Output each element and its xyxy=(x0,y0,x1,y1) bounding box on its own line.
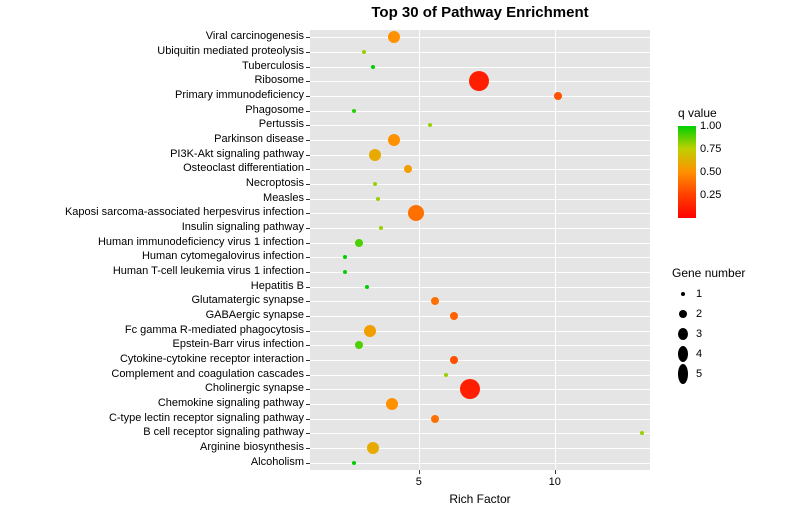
data-point xyxy=(428,123,432,127)
data-point xyxy=(352,461,356,465)
data-point xyxy=(369,149,381,161)
y-category-label: Arginine biosynthesis xyxy=(200,441,304,453)
data-point xyxy=(408,205,424,221)
size-legend-label: 5 xyxy=(696,368,702,380)
color-legend: q value 0.250.500.751.00 xyxy=(678,106,717,124)
y-category-label: Human T-cell leukemia virus 1 infection xyxy=(113,265,304,277)
colorbar-tick-label: 0.50 xyxy=(700,166,721,178)
data-point xyxy=(450,312,458,320)
figure: Top 30 of Pathway Enrichment Viral carci… xyxy=(0,0,792,510)
y-category-label: Insulin signaling pathway xyxy=(182,221,304,233)
y-category-label: Measles xyxy=(263,192,304,204)
size-legend-item: 5 xyxy=(672,364,745,384)
y-category-label: Pertussis xyxy=(259,118,304,130)
data-point xyxy=(444,373,448,377)
colorbar-tick-label: 0.25 xyxy=(700,189,721,201)
data-point xyxy=(343,270,347,274)
y-category-label: GABAergic synapse xyxy=(206,309,304,321)
data-point xyxy=(554,92,562,100)
size-legend-label: 3 xyxy=(696,328,702,340)
data-point xyxy=(371,65,375,69)
x-axis-title: Rich Factor xyxy=(310,492,650,506)
y-category-label: Necroptosis xyxy=(246,177,304,189)
y-category-label: Complement and coagulation cascades xyxy=(111,368,304,380)
y-category-label: Tuberculosis xyxy=(242,60,304,72)
y-category-label: B cell receptor signaling pathway xyxy=(143,426,304,438)
data-point xyxy=(450,356,458,364)
y-category-label: Fc gamma R-mediated phagocytosis xyxy=(125,324,304,336)
y-category-label: Ubiquitin mediated proteolysis xyxy=(157,45,304,57)
data-point xyxy=(376,197,380,201)
data-point xyxy=(355,341,363,349)
data-point xyxy=(367,442,379,454)
y-category-label: Hepatitis B xyxy=(251,280,304,292)
data-point xyxy=(431,415,439,423)
chart-title: Top 30 of Pathway Enrichment xyxy=(310,4,650,21)
data-point xyxy=(386,398,398,410)
data-point xyxy=(362,50,366,54)
data-point xyxy=(388,31,400,43)
y-category-label: Cholinergic synapse xyxy=(205,382,304,394)
size-legend-item: 1 xyxy=(672,284,745,304)
data-point xyxy=(373,182,377,186)
data-point xyxy=(364,325,376,337)
y-category-label: Kaposi sarcoma-associated herpesvirus in… xyxy=(65,206,304,218)
data-point xyxy=(640,431,644,435)
y-category-label: Human immunodeficiency virus 1 infection xyxy=(98,236,304,248)
size-legend-item: 2 xyxy=(672,304,745,324)
y-category-label: Chemokine signaling pathway xyxy=(158,397,304,409)
size-dot-icon xyxy=(681,292,685,296)
color-legend-title: q value xyxy=(678,106,717,120)
size-dot-icon xyxy=(678,346,688,362)
x-tick-label: 10 xyxy=(540,476,570,488)
data-point xyxy=(469,71,489,91)
y-category-label: PI3K-Akt signaling pathway xyxy=(170,148,304,160)
y-category-label: Ribosome xyxy=(254,74,304,86)
colorbar-tick-label: 0.75 xyxy=(700,143,721,155)
y-category-label: Epstein-Barr virus infection xyxy=(173,338,304,350)
y-category-label: Parkinson disease xyxy=(214,133,304,145)
colorbar-tick-label: 1.00 xyxy=(700,120,721,132)
y-category-label: Viral carcinogenesis xyxy=(206,30,304,42)
data-point xyxy=(460,379,480,399)
data-point xyxy=(388,134,400,146)
data-point xyxy=(404,165,412,173)
data-point xyxy=(355,239,363,247)
size-dot-icon xyxy=(679,310,687,318)
data-point xyxy=(365,285,369,289)
colorbar xyxy=(678,126,696,218)
size-dot-icon xyxy=(678,364,688,384)
y-category-label: Alcoholism xyxy=(251,456,304,468)
data-point xyxy=(431,297,439,305)
size-legend-label: 2 xyxy=(696,308,702,320)
size-legend-label: 1 xyxy=(696,288,702,300)
data-point xyxy=(343,255,347,259)
size-legend-title: Gene number xyxy=(672,266,745,280)
size-legend-item: 4 xyxy=(672,344,745,364)
y-category-label: C-type lectin receptor signaling pathway xyxy=(109,412,304,424)
size-legend: Gene number 1 2 3 4 5 xyxy=(672,266,745,384)
y-category-label: Glutamatergic synapse xyxy=(192,294,305,306)
size-dot-icon xyxy=(678,328,688,340)
data-point xyxy=(352,109,356,113)
size-legend-label: 4 xyxy=(696,348,702,360)
x-tick-label: 5 xyxy=(404,476,434,488)
y-category-label: Phagosome xyxy=(245,104,304,116)
y-category-label: Primary immunodeficiency xyxy=(175,89,304,101)
y-category-label: Osteoclast differentiation xyxy=(183,162,304,174)
y-category-label: Human cytomegalovirus infection xyxy=(142,250,304,262)
y-category-label: Cytokine-cytokine receptor interaction xyxy=(120,353,304,365)
data-point xyxy=(379,226,383,230)
size-legend-item: 3 xyxy=(672,324,745,344)
